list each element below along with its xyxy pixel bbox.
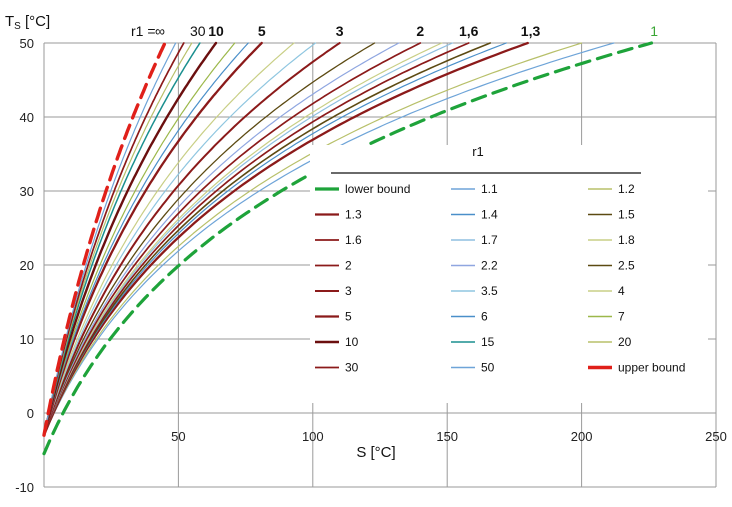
series-line-2_2 <box>43 42 400 436</box>
legend-label-4: 4 <box>618 284 625 298</box>
y-axis-title-unit: [°C] <box>21 13 50 30</box>
series-line-1_6 <box>43 42 470 437</box>
legend-label-6: 6 <box>481 310 488 324</box>
legend-label-1_5: 1.5 <box>618 208 635 222</box>
series-line-1_7 <box>43 42 454 436</box>
x-tick-label-100: 100 <box>302 429 324 444</box>
x-tick-label-250: 250 <box>705 429 727 444</box>
r1-label-6: 1,6 <box>459 23 479 39</box>
legend-label-upper-bound: upper bound <box>618 361 685 375</box>
y-axis-title-sub: S <box>14 21 21 32</box>
series-line-1_4 <box>43 42 507 436</box>
series-line-2_5 <box>43 42 376 436</box>
r1-label-8: 1 <box>650 23 658 39</box>
svg-text:TS [°C]: TS [°C] <box>5 13 50 32</box>
series-line-15 <box>43 42 201 436</box>
legend-label-1_2: 1.2 <box>618 182 635 196</box>
y-tick-label--10: -10 <box>15 480 34 495</box>
label-layer: r1 = ∞ 30 10 5 3 2 1,6 1,3 1 <box>131 23 658 39</box>
legend-background <box>310 145 708 403</box>
y-tick-label-20: 20 <box>20 258 34 273</box>
y-tick-label-50: 50 <box>20 36 34 51</box>
curve-layer <box>42 41 654 456</box>
legend-label-3_5: 3.5 <box>481 284 498 298</box>
r1-label-4: 3 <box>336 23 344 39</box>
legend-label-50: 50 <box>481 361 495 375</box>
y-tick-label-0: 0 <box>27 406 34 421</box>
series-line-7 <box>43 42 236 436</box>
legend-label-2_2: 2.2 <box>481 259 498 273</box>
series-line-10 <box>42 41 218 437</box>
legend-label-2: 2 <box>345 259 352 273</box>
series-line-1_3 <box>42 41 529 437</box>
legend-label-7: 7 <box>618 310 625 324</box>
series-line-upper-bound <box>42 41 167 437</box>
legend-label-1_7: 1.7 <box>481 233 498 247</box>
series-line-1_5 <box>43 42 492 437</box>
series-line-6 <box>43 42 249 436</box>
legend-label-5: 5 <box>345 310 352 324</box>
y-axis-title: TS [°C] <box>5 13 50 32</box>
series-line-lower-bound <box>42 41 654 456</box>
r1-label-1: 30 <box>190 23 206 39</box>
series-line-20 <box>43 42 193 436</box>
legend-label-lower-bound: lower bound <box>345 182 410 196</box>
x-tick-label-200: 200 <box>571 429 593 444</box>
legend-label-1_3: 1.3 <box>345 208 362 222</box>
legend-label-20: 20 <box>618 335 632 349</box>
series-line-3 <box>43 42 341 437</box>
series-line-30 <box>43 42 185 437</box>
legend-label-10: 10 <box>345 335 359 349</box>
r1-label-0: ∞ <box>155 23 165 39</box>
legend-label-1_4: 1.4 <box>481 208 498 222</box>
r1-label-5: 2 <box>416 23 424 39</box>
y-tick-label-40: 40 <box>20 110 34 125</box>
legend-title: r1 <box>472 144 484 159</box>
x-tick-label-150: 150 <box>436 429 458 444</box>
y-tick-label-30: 30 <box>20 184 34 199</box>
r1-label-prefix: r1 = <box>131 23 156 39</box>
legend-label-2_5: 2.5 <box>618 259 635 273</box>
r1-label-7: 1,3 <box>521 23 541 39</box>
series-line-4 <box>43 42 295 436</box>
legend-label-1_8: 1.8 <box>618 233 635 247</box>
series-line-1_8 <box>43 42 443 436</box>
series-line-5 <box>42 41 263 437</box>
x-tick-label-50: 50 <box>171 429 185 444</box>
y-axis-title-main: T <box>5 13 14 30</box>
series-line-2 <box>43 42 422 437</box>
legend-label-30: 30 <box>345 361 359 375</box>
r1-label-3: 5 <box>258 23 266 39</box>
r1-label-2: 10 <box>208 23 224 39</box>
legend-label-3: 3 <box>345 284 352 298</box>
x-axis-title: S [°C] <box>356 444 395 461</box>
legend-label-1_1: 1.1 <box>481 182 498 196</box>
legend-label-1_6: 1.6 <box>345 233 362 247</box>
y-tick-label-10: 10 <box>20 332 34 347</box>
legend: r1 lower bound 1.1 1.2 1.3 1.4 1.5 1.6 1.7 1.8 2 2.… <box>310 144 708 403</box>
legend-label-15: 15 <box>481 335 495 349</box>
series-line-3_5 <box>43 42 317 436</box>
